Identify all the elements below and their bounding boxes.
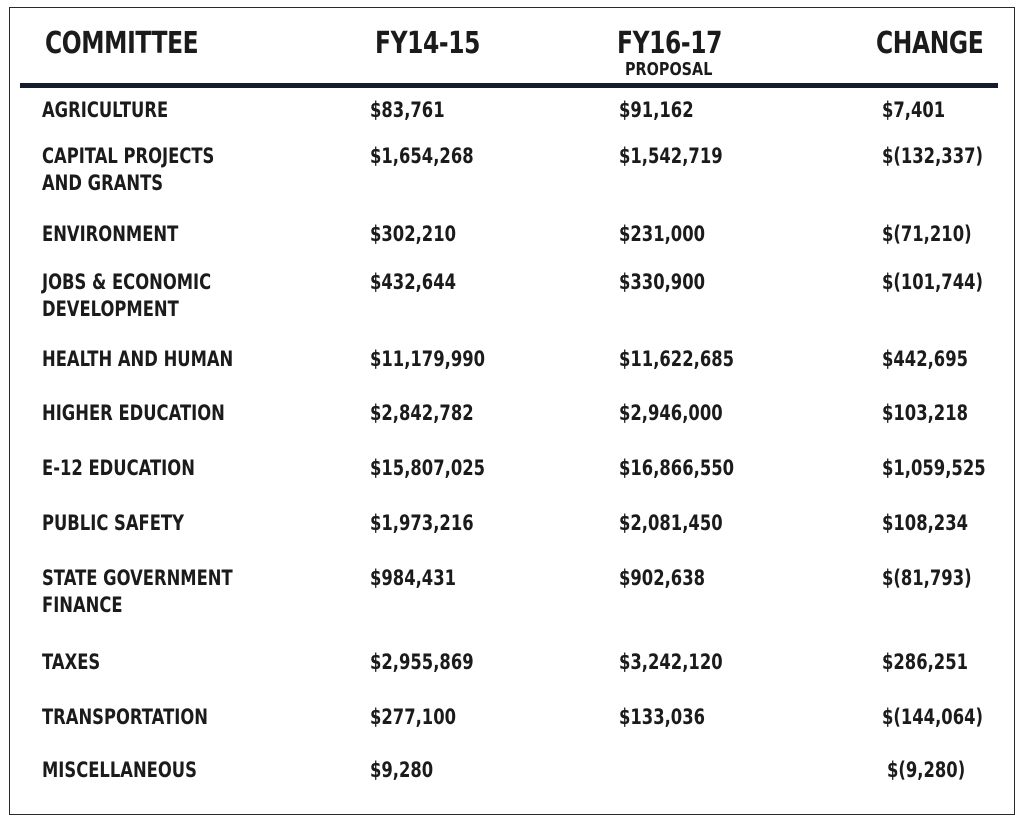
committee-name: HIGHER EDUCATION <box>42 401 225 425</box>
committee-name: CAPITAL PROJECTS <box>42 144 215 168</box>
fy16-17-value: $231,000 <box>619 222 706 246</box>
fy14-15-value: $432,644 <box>370 270 457 294</box>
table-frame <box>9 7 1015 815</box>
committee-name: MISCELLANEOUS <box>42 758 197 782</box>
fy14-15-value: $83,761 <box>370 98 445 122</box>
change-value: $103,218 <box>882 401 969 425</box>
fy16-17-value: $2,081,450 <box>619 511 723 535</box>
committee-name: AGRICULTURE <box>42 98 169 122</box>
header-divider <box>20 83 998 88</box>
change-value: $(144,064) <box>882 705 983 729</box>
change-value: $1,059,525 <box>882 456 986 480</box>
fy14-15-value: $2,955,869 <box>370 650 474 674</box>
header-fy16-17: FY16-17 <box>617 26 723 61</box>
fy16-17-value: $330,900 <box>619 270 706 294</box>
committee-name: PUBLIC SAFETY <box>42 511 184 535</box>
fy14-15-value: $277,100 <box>370 705 457 729</box>
committee-name: TRANSPORTATION <box>42 705 208 729</box>
committee-name: DEVELOPMENT <box>42 297 179 321</box>
fy14-15-value: $2,842,782 <box>370 401 474 425</box>
change-value: $(9,280) <box>887 758 966 782</box>
fy16-17-value: $1,542,719 <box>619 144 723 168</box>
header-fy14-15: FY14-15 <box>375 26 481 61</box>
fy14-15-value: $984,431 <box>370 566 457 590</box>
change-value: $108,234 <box>882 511 969 535</box>
fy16-17-value: $11,622,685 <box>619 347 735 371</box>
header-change: CHANGE <box>876 26 984 61</box>
fy16-17-value: $2,946,000 <box>619 401 723 425</box>
committee-name: HEALTH AND HUMAN <box>42 347 234 371</box>
committee-name: STATE GOVERNMENT <box>42 566 233 590</box>
header-committee: COMMITTEE <box>45 26 199 61</box>
fy14-15-value: $9,280 <box>370 758 434 782</box>
fy16-17-value: $91,162 <box>619 98 694 122</box>
header-fy16-17-subtitle: PROPOSAL <box>625 59 713 80</box>
committee-name: TAXES <box>42 650 101 674</box>
fy16-17-value: $3,242,120 <box>619 650 723 674</box>
change-value: $(132,337) <box>882 144 983 168</box>
committee-name: AND GRANTS <box>42 171 164 195</box>
fy14-15-value: $1,973,216 <box>370 511 474 535</box>
change-value: $7,401 <box>882 98 946 122</box>
change-value: $286,251 <box>882 650 969 674</box>
committee-name: E-12 EDUCATION <box>42 456 195 480</box>
fy14-15-value: $15,807,025 <box>370 456 486 480</box>
change-value: $442,695 <box>882 347 969 371</box>
committee-name: FINANCE <box>42 593 123 617</box>
change-value: $(101,744) <box>882 270 983 294</box>
change-value: $(71,210) <box>882 222 972 246</box>
fy14-15-value: $11,179,990 <box>370 347 486 371</box>
fy16-17-value: $902,638 <box>619 566 706 590</box>
committee-name: JOBS & ECONOMIC <box>42 270 212 294</box>
committee-name: ENVIRONMENT <box>42 222 179 246</box>
fy16-17-value: $16,866,550 <box>619 456 735 480</box>
fy14-15-value: $302,210 <box>370 222 457 246</box>
change-value: $(81,793) <box>882 566 972 590</box>
fy16-17-value: $133,036 <box>619 705 706 729</box>
fy14-15-value: $1,654,268 <box>370 144 474 168</box>
